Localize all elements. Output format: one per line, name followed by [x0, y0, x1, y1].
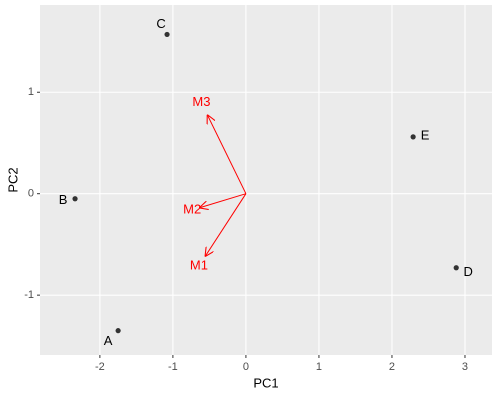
- y-tick-label: 0: [28, 188, 34, 200]
- point-label: E: [421, 127, 430, 142]
- plot-panel: [40, 5, 492, 355]
- arrow-label: M3: [192, 94, 210, 109]
- point: [72, 196, 78, 202]
- x-axis-label: PC1: [253, 375, 278, 390]
- x-tick-label: 0: [243, 361, 249, 373]
- point-label: D: [464, 264, 473, 279]
- loading-arrow: [207, 115, 247, 194]
- x-tick-label: -1: [168, 361, 178, 373]
- point: [453, 265, 459, 271]
- loading-arrow: [205, 193, 247, 257]
- y-tick-label: 1: [28, 86, 34, 98]
- loading-arrow: [199, 193, 247, 208]
- x-tick-label: 1: [316, 361, 322, 373]
- point-label: A: [104, 333, 113, 348]
- point-label: B: [59, 192, 68, 207]
- y-axis-label: PC2: [5, 167, 20, 192]
- point: [115, 328, 121, 334]
- arrow-label: M2: [183, 201, 201, 216]
- y-tick-label: -1: [24, 289, 34, 301]
- arrow-label: M1: [190, 257, 208, 272]
- point: [410, 134, 416, 140]
- x-tick-label: -2: [95, 361, 105, 373]
- x-tick-label: 3: [462, 361, 468, 373]
- point-label: C: [156, 16, 165, 31]
- point: [164, 31, 170, 38]
- x-tick-label: 2: [389, 361, 395, 373]
